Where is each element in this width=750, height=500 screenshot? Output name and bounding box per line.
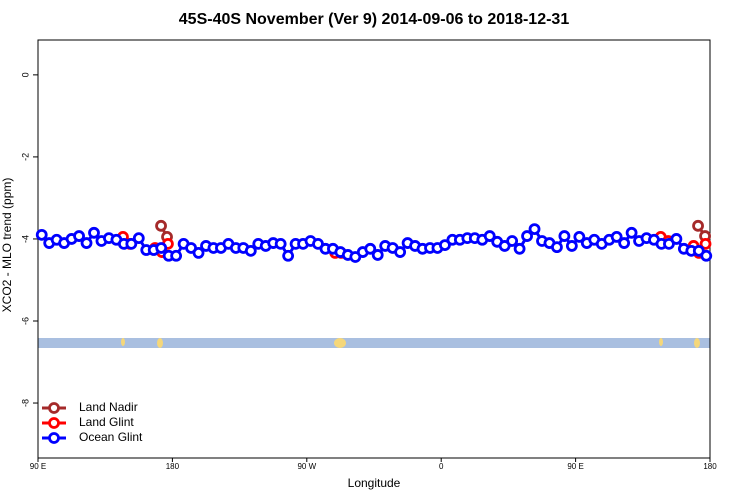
x-tick-label: 90 E: [30, 462, 46, 471]
point: [170, 249, 183, 262]
legend-label: Land Nadir: [79, 400, 138, 414]
point: [192, 246, 205, 259]
point: [35, 228, 48, 241]
point: [394, 246, 407, 258]
point: [618, 237, 631, 249]
legend-label: Land Glint: [79, 415, 134, 429]
land-patch: [121, 338, 125, 346]
legend-label: Ocean Glint: [79, 430, 143, 444]
point: [670, 233, 683, 245]
ocean-band: [38, 338, 710, 348]
y-tick-label: 0: [20, 72, 30, 77]
legend-marker: [48, 402, 60, 414]
land-patch: [334, 338, 346, 348]
land-patch: [157, 338, 163, 348]
point: [558, 230, 571, 242]
x-axis-label: Longitude: [348, 476, 401, 490]
x-tick-label: 90 W: [297, 462, 316, 471]
point: [528, 223, 541, 236]
x-tick-label: 0: [439, 462, 444, 471]
y-tick-label: -4: [20, 235, 30, 243]
y-tick-label: -8: [20, 399, 30, 407]
x-tick-label: 180: [166, 462, 180, 471]
point: [155, 242, 168, 254]
point: [364, 242, 377, 255]
point: [282, 249, 295, 262]
legend-marker: [48, 432, 60, 444]
y-tick-label: -2: [20, 153, 30, 161]
point: [551, 241, 563, 254]
point: [371, 249, 384, 261]
point: [132, 232, 145, 245]
land-patch: [659, 338, 663, 346]
point: [565, 240, 578, 252]
chart-title: 45S-40S November (Ver 9) 2014-09-06 to 2…: [179, 11, 570, 28]
point: [610, 230, 623, 243]
plot-frame: [37, 39, 711, 459]
point: [155, 219, 167, 232]
y-tick-label: -6: [20, 317, 30, 325]
point: [244, 244, 257, 257]
point: [88, 226, 100, 239]
point: [573, 230, 586, 243]
point: [506, 235, 519, 247]
point: [699, 237, 712, 250]
point: [483, 230, 496, 242]
point: [274, 237, 287, 250]
point: [439, 239, 451, 252]
point: [692, 219, 704, 232]
point: [80, 237, 93, 249]
x-tick-label: 90 E: [567, 462, 583, 471]
y-axis-label: XCO2 - MLO trend (ppm): [0, 178, 14, 313]
point: [625, 226, 638, 239]
point: [521, 230, 533, 242]
surface-band: [38, 338, 710, 348]
point: [513, 242, 526, 255]
point: [125, 237, 138, 250]
x-tick-label: 180: [703, 462, 717, 471]
land-patch: [694, 338, 700, 348]
legend-marker: [48, 417, 60, 429]
point: [700, 249, 713, 262]
point: [73, 230, 85, 242]
